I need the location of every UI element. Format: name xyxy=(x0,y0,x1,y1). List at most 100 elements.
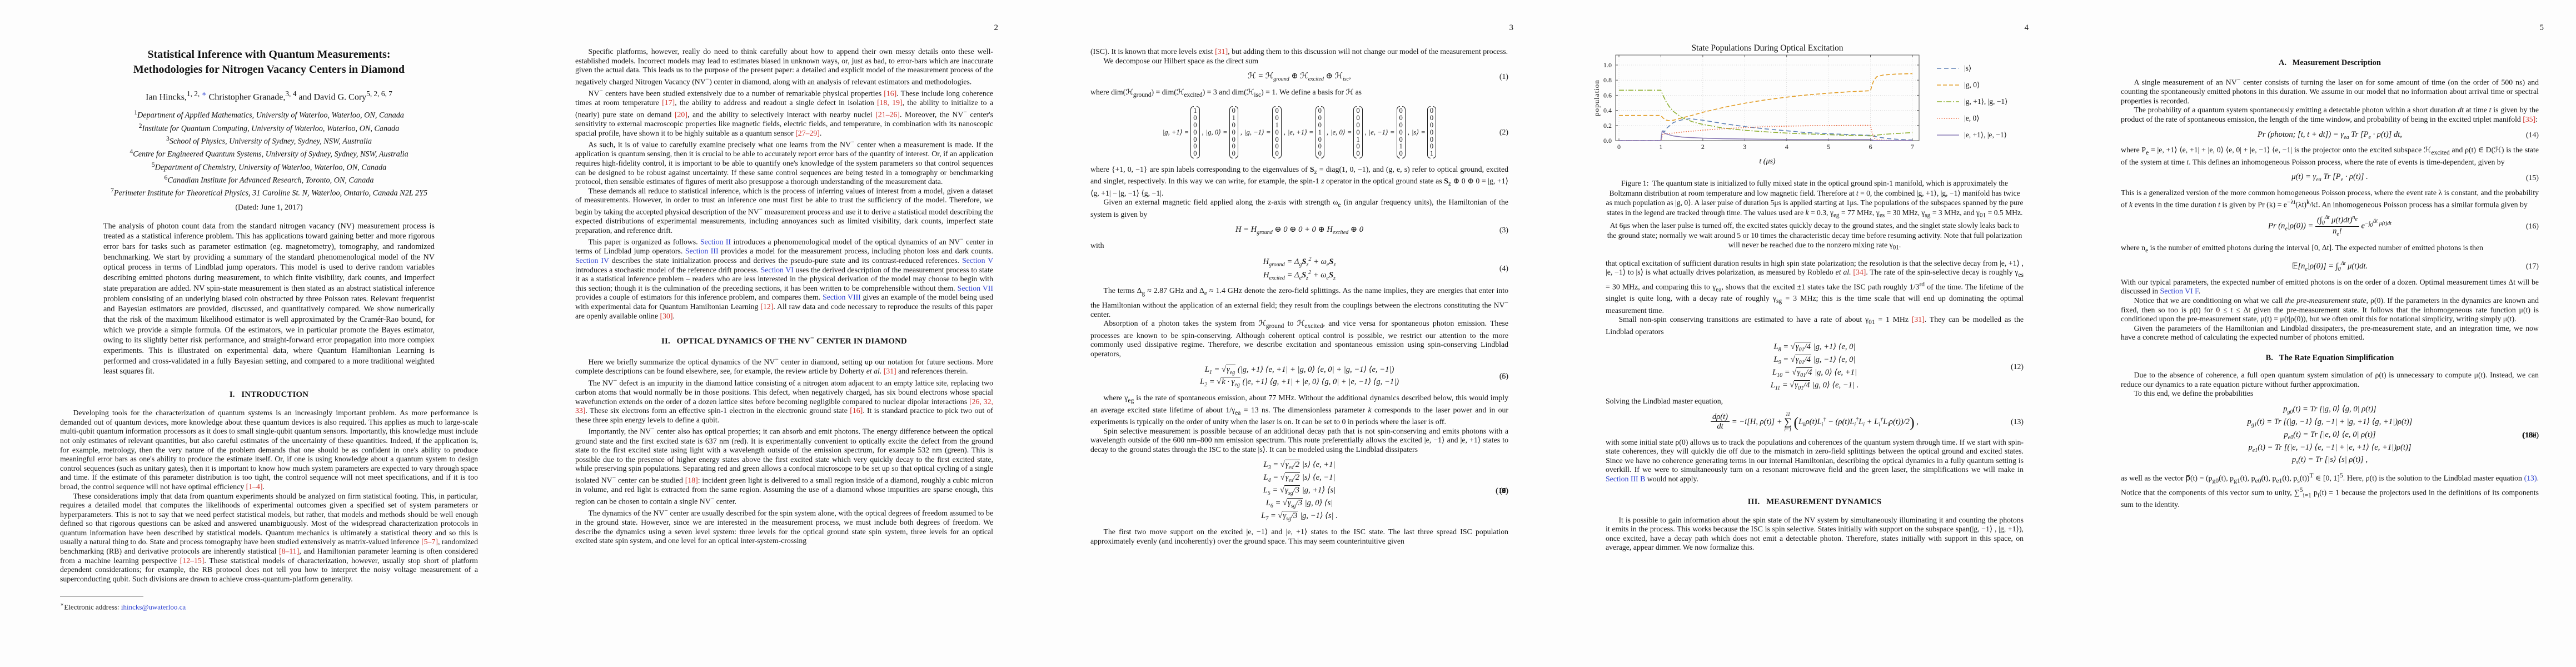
equation-line: pe0(t) = Tr [|e, 0⟩ ⟨e, 0| ρ(t)] (18c) xyxy=(2284,430,2539,441)
comma: , xyxy=(1240,128,1243,136)
paragraph: Due to the absence of coherence, a full … xyxy=(2121,371,2539,389)
equation-number: (6) xyxy=(1499,371,1508,380)
paragraph: with some initial state ρ(0) allows us t… xyxy=(1606,437,2024,483)
svg-text:1: 1 xyxy=(1659,143,1662,151)
citation-link[interactable]: [1–4] xyxy=(246,482,263,491)
basis-ket: |e, −1⟩ = 0 0 0 0 0 1 0 xyxy=(1369,106,1406,158)
citation-link[interactable]: [30] xyxy=(660,311,673,320)
paragraph: NV− centers have been studied extensivel… xyxy=(575,87,993,137)
paragraph: Developing tools for the characterizatio… xyxy=(60,409,478,491)
citation-link[interactable]: [27–29] xyxy=(795,128,820,137)
page-number: 4 xyxy=(2024,23,2029,32)
x-axis-label: t (μs) xyxy=(1759,157,1776,166)
citation-link[interactable]: [16] xyxy=(850,406,863,415)
section-reference-link[interactable]: Section VI F xyxy=(2160,287,2199,296)
citation-link[interactable]: [8–11] xyxy=(279,547,300,556)
citation-link[interactable]: [31] xyxy=(1911,315,1925,324)
section-reference-link[interactable]: Section II xyxy=(700,237,731,246)
section-reference-link[interactable]: Section IV xyxy=(575,256,609,265)
section-reference-link[interactable]: Section VIII xyxy=(823,293,861,302)
citation-link[interactable]: [21–26] xyxy=(875,110,900,119)
equation-12: L8 = √γ01/4 |g, +1⟩ ⟨e, 0| L9 = √γ01/4 |g… xyxy=(1606,342,2024,391)
paragraph: The terms Δg ≈ 2.87 GHz and Δe ≈ 1.4 GHz… xyxy=(1090,286,1509,318)
section-reference-link[interactable]: Section VI xyxy=(760,265,794,274)
paragraph: Solving the Lindblad master equation, xyxy=(1606,396,1723,405)
citation-link[interactable]: [12–15] xyxy=(180,556,205,565)
paragraph: This is a generalized version of the mor… xyxy=(2121,188,2539,209)
figure-1-caption: Figure 1: The quantum state is initializ… xyxy=(1606,179,2024,251)
equation-14: Pr (photon; [t, t + dt]) = γea Tr [Pe · … xyxy=(2257,130,2539,141)
equation-number: (4) xyxy=(1499,264,1508,272)
page-content: State Populations During Optical Excitat… xyxy=(1546,0,2024,552)
citation-link[interactable]: [12] xyxy=(760,302,774,311)
equation-16: Pr (ne|ρ(0)) = (∫0Δt μ(t)dt)ne ne! e−∫0Δt… xyxy=(2268,215,2539,238)
legend-label: |s⟩ xyxy=(1964,64,1971,72)
equation-line: pg1(t) = Tr [(|g, −1⟩ ⟨g, −1| + |g, +1⟩ … xyxy=(2247,417,2539,439)
paragraph: where γeg is the rate of spontaneous emi… xyxy=(1090,394,1509,426)
citation-link[interactable]: [17] xyxy=(662,98,675,107)
equation-7-11: L3 = √γes/2 |s⟩ ⟨e, +1| (7) L4 = √γes/2 |s… xyxy=(1090,460,1508,522)
page-content: A. Measurement Description A single measu… xyxy=(2061,0,2539,510)
basis-ket: |e, +1⟩ = 0 0 0 1 0 0 0 xyxy=(1287,106,1325,158)
citation-link[interactable]: [35] xyxy=(2523,115,2536,123)
equation-number: (1) xyxy=(1499,72,1508,81)
comma: , xyxy=(1326,128,1329,136)
equation-number: (17) xyxy=(2526,262,2539,271)
citation-link[interactable]: [5–7] xyxy=(421,537,438,546)
citation-link[interactable]: [34] xyxy=(1853,268,1866,277)
paragraph: The dynamics of the NV− center are usual… xyxy=(575,507,993,545)
paragraph: Notice that we are conditioning on what … xyxy=(2121,296,2539,323)
series-s xyxy=(1619,118,1913,141)
equation-1: ℋ = ℋground ⊕ ℋexcited ⊕ ℋisc, (1) xyxy=(1248,72,1508,83)
section-reference-link[interactable]: Section III xyxy=(685,247,719,256)
equation-number: (9) xyxy=(1499,486,1508,495)
basis-ket: |g, −1⟩ = 0 0 1 0 0 0 0 xyxy=(1244,106,1282,158)
section-reference-link[interactable]: Section V xyxy=(962,256,993,265)
citation-link[interactable]: [16] xyxy=(884,89,897,98)
citation-link[interactable]: [18, 19] xyxy=(877,98,903,107)
citation-link[interactable]: [20] xyxy=(674,110,687,119)
equation-number: (18d) xyxy=(2522,430,2539,439)
paragraph: where {+1, 0, −1} are spin labels corres… xyxy=(1090,165,1509,197)
section-reference-link[interactable]: Section III B xyxy=(1606,474,1646,483)
paragraph: with xyxy=(1090,241,1104,250)
citation-link[interactable]: [26, 32, 33] xyxy=(575,397,993,415)
equation-number: (11) xyxy=(1496,486,1508,495)
svg-text:0.8: 0.8 xyxy=(1603,76,1612,84)
series-g0 xyxy=(1619,73,1913,122)
legend-label: |e, +1⟩, |e, −1⟩ xyxy=(1964,131,2007,139)
paragraph: The first two move support on the excite… xyxy=(1090,527,1508,545)
svg-text:4: 4 xyxy=(1785,143,1788,151)
equation-17: 𝔼[ne|ρ(0)] = ∫0Δt μ(t)dt. (17) xyxy=(2291,261,2539,272)
citation-link[interactable]: [31] xyxy=(1215,47,1228,56)
svg-text:0.2: 0.2 xyxy=(1603,122,1612,130)
affiliations: 1Department of Applied Mathematics, Univ… xyxy=(110,108,427,198)
paragraph: that optical excitation of sufficient du… xyxy=(1606,258,2024,315)
series-e+1e1 xyxy=(1619,130,1913,141)
citation-link[interactable]: [18] xyxy=(685,476,698,485)
page-number: 3 xyxy=(1509,23,1514,32)
authors-line: Ian Hincks,1, 2, ∗ Christopher Granade,3… xyxy=(146,89,392,102)
section-reference-link[interactable]: Section VII xyxy=(957,283,993,292)
paper-title: Statistical Inference with Quantum Measu… xyxy=(133,48,405,76)
paragraph: Spin selective measurement is possible b… xyxy=(1090,426,1508,454)
author-footnote-star[interactable]: ∗ xyxy=(201,89,207,98)
paragraph: Given an external magnetic field applied… xyxy=(1090,198,1509,218)
email-link[interactable]: ihincks@uwaterloo.ca xyxy=(121,603,186,611)
paragraph: Specific platforms, however, really do n… xyxy=(575,47,993,86)
paragraph: (ISC). It is known that more levels exis… xyxy=(1090,47,1508,56)
equation-line: Hground = ΔgSz2 + ωeSz xyxy=(1263,256,1336,268)
ket-label: |g, +1⟩ = xyxy=(1162,128,1189,137)
citation-link[interactable]: [31] xyxy=(883,367,896,376)
section-reference-link[interactable]: (13) xyxy=(2524,474,2537,482)
equation-line: L10 = √γ01/4 |g, 0⟩ ⟨e, +1| xyxy=(1772,367,1857,379)
paragraph: as well as the vector p⃗(t) = (pg0(t), p… xyxy=(2121,472,2539,509)
equation-number: (8) xyxy=(1499,486,1508,495)
ket-label: |e, +1⟩ = xyxy=(1287,128,1314,137)
svg-text:0: 0 xyxy=(1617,143,1621,151)
paragraph: Small non-spin conserving transitions ar… xyxy=(1606,315,2024,336)
equation-5-6: L1 = √γeg (|g, +1⟩ ⟨e, +1| + |g, 0⟩ ⟨e, … xyxy=(1090,364,1508,388)
